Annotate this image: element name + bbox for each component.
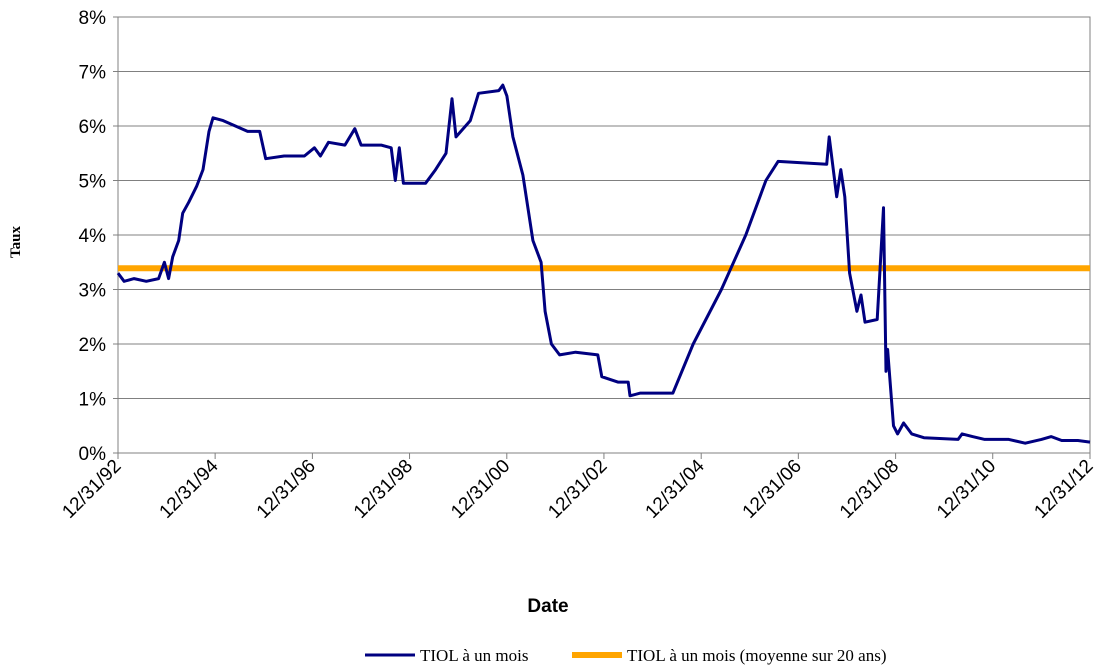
legend-label: TIOL à un mois <box>420 646 528 665</box>
y-tick-label: 1% <box>79 390 107 411</box>
line-series <box>116 83 1091 445</box>
y-tick-label: 8% <box>79 8 107 29</box>
x-tick-label: 12/31/00 <box>447 456 514 523</box>
y-axis-label: Taux <box>8 226 24 258</box>
x-tick-label: 12/31/92 <box>58 456 125 523</box>
x-tick-label: 12/31/06 <box>739 456 806 523</box>
x-tick-label: 12/31/98 <box>350 456 417 523</box>
x-tick-label: 12/31/94 <box>156 455 223 522</box>
x-tick-label: 12/31/04 <box>642 455 709 522</box>
x-tick-label: 12/31/02 <box>544 456 611 523</box>
x-tick-label: 12/31/96 <box>253 456 320 523</box>
x-tick-label: 12/31/08 <box>836 456 903 523</box>
y-tick-label: 4% <box>79 226 107 247</box>
y-tick-label: 3% <box>79 281 107 302</box>
y-tick-label: 7% <box>79 63 107 84</box>
y-tick-label: 5% <box>79 172 107 193</box>
y-tick-label: 2% <box>79 335 107 356</box>
x-tick-label: 12/31/10 <box>933 456 1000 523</box>
y-tick-label: 0% <box>79 444 107 465</box>
y-tick-label: 6% <box>79 117 107 138</box>
legend-label: TIOL à un mois (moyenne sur 20 ans) <box>627 646 887 665</box>
x-axis-label: Date <box>527 596 568 617</box>
x-tick-label: 12/31/12 <box>1030 456 1097 523</box>
